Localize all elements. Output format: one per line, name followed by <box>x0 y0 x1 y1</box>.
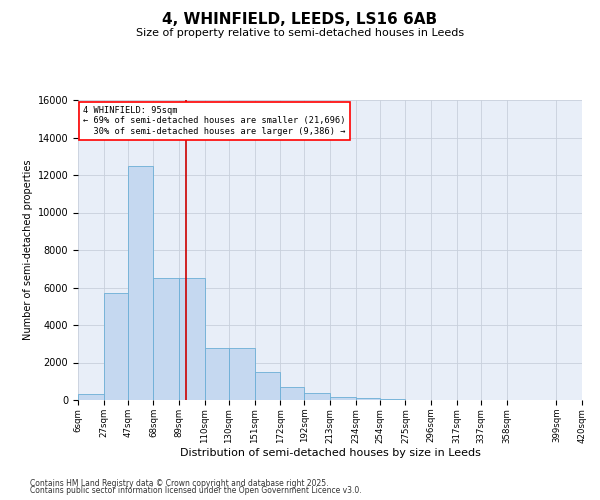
Text: Contains HM Land Registry data © Crown copyright and database right 2025.: Contains HM Land Registry data © Crown c… <box>30 478 329 488</box>
Text: 4 WHINFIELD: 95sqm
← 69% of semi-detached houses are smaller (21,696)
  30% of s: 4 WHINFIELD: 95sqm ← 69% of semi-detache… <box>83 106 346 136</box>
Bar <box>78 394 104 400</box>
Bar <box>205 348 229 400</box>
Bar <box>330 397 356 400</box>
Bar <box>104 293 128 400</box>
Bar <box>304 392 330 400</box>
Bar <box>179 278 205 400</box>
Text: Contains public sector information licensed under the Open Government Licence v3: Contains public sector information licen… <box>30 486 362 495</box>
Bar <box>154 278 179 400</box>
Text: 4, WHINFIELD, LEEDS, LS16 6AB: 4, WHINFIELD, LEEDS, LS16 6AB <box>163 12 437 28</box>
Text: Distribution of semi-detached houses by size in Leeds: Distribution of semi-detached houses by … <box>179 448 481 458</box>
Bar <box>229 348 254 400</box>
Text: Size of property relative to semi-detached houses in Leeds: Size of property relative to semi-detach… <box>136 28 464 38</box>
Y-axis label: Number of semi-detached properties: Number of semi-detached properties <box>23 160 34 340</box>
Bar <box>380 399 406 400</box>
Bar <box>128 166 154 400</box>
Bar <box>254 372 280 400</box>
Bar <box>280 387 304 400</box>
Bar <box>356 398 380 400</box>
